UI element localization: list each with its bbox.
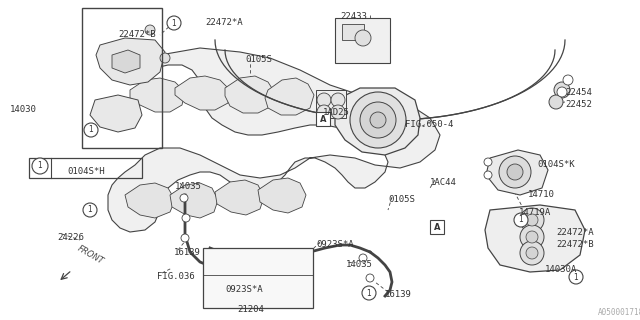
Polygon shape [215,180,264,215]
Circle shape [331,105,345,119]
Text: A: A [320,115,326,124]
Text: 16139: 16139 [174,248,201,257]
Text: 14035: 14035 [346,260,373,269]
Circle shape [499,156,531,188]
Circle shape [554,82,570,98]
Bar [316,90,346,118]
Circle shape [520,225,544,249]
Text: 0105S: 0105S [245,55,272,64]
Text: 1: 1 [172,19,177,28]
Circle shape [557,87,567,97]
Text: 1: 1 [88,205,92,214]
Text: FRONT: FRONT [76,244,105,266]
Circle shape [526,231,538,243]
Bar [29,158,142,178]
Polygon shape [112,50,140,73]
Text: 0923S*A: 0923S*A [316,240,354,249]
Circle shape [484,158,492,166]
Text: 1AD25: 1AD25 [323,108,350,117]
Polygon shape [108,48,440,232]
Text: 0104S*H: 0104S*H [67,167,104,176]
Text: 1: 1 [88,125,93,134]
Circle shape [359,254,367,262]
Text: 1: 1 [367,289,371,298]
Polygon shape [170,183,218,218]
Text: 21204: 21204 [237,305,264,314]
Text: 14719A: 14719A [519,208,551,217]
Circle shape [145,25,155,35]
Text: 22472*B: 22472*B [118,30,156,39]
Text: 14030: 14030 [10,105,37,114]
Text: 1: 1 [38,162,42,171]
Text: 22454: 22454 [565,88,592,97]
Polygon shape [335,88,420,155]
Text: 24226: 24226 [57,233,84,242]
Text: A050001718: A050001718 [598,308,640,317]
Text: 14030A: 14030A [545,265,577,274]
Circle shape [180,194,188,202]
Bar [430,220,444,234]
Polygon shape [90,95,142,132]
Text: 0104S*K: 0104S*K [537,160,575,169]
Polygon shape [130,78,185,112]
Circle shape [549,95,563,109]
Circle shape [362,286,376,300]
Bar [335,18,390,63]
Polygon shape [125,183,175,218]
Text: 0923S*A: 0923S*A [225,285,262,294]
Bar [316,112,330,126]
Circle shape [507,164,523,180]
Text: 16139: 16139 [385,290,412,299]
Circle shape [563,75,573,85]
Circle shape [317,93,331,107]
Text: 1AC44: 1AC44 [430,178,457,187]
Circle shape [526,247,538,259]
Polygon shape [96,38,165,85]
Text: 1: 1 [573,273,579,282]
Text: FIG.036: FIG.036 [157,272,195,281]
Text: 1: 1 [518,215,524,225]
Circle shape [160,53,170,63]
Polygon shape [258,178,306,213]
Text: 22472*A: 22472*A [556,228,594,237]
Circle shape [569,270,583,284]
Circle shape [520,208,544,232]
Circle shape [366,274,374,282]
Circle shape [32,158,48,174]
Polygon shape [265,78,314,115]
Polygon shape [485,205,585,272]
Text: 14710: 14710 [528,190,555,199]
Circle shape [317,105,331,119]
Text: 22472*B: 22472*B [556,240,594,249]
Polygon shape [225,76,275,113]
Polygon shape [486,150,548,195]
Circle shape [520,241,544,265]
Bar [82,8,162,148]
Text: A: A [434,222,440,231]
Circle shape [484,171,492,179]
Text: FIG.050-4: FIG.050-4 [405,120,453,129]
Polygon shape [175,76,230,110]
Text: 0105S: 0105S [388,195,415,204]
Text: 22452: 22452 [565,100,592,109]
Circle shape [355,30,371,46]
Circle shape [83,203,97,217]
Circle shape [167,16,181,30]
Circle shape [84,123,98,137]
Bar [342,24,364,40]
Bar [203,248,313,308]
Circle shape [526,214,538,226]
Circle shape [350,92,406,148]
Circle shape [331,93,345,107]
Text: 22433: 22433 [340,12,367,21]
Circle shape [370,112,386,128]
Circle shape [360,102,396,138]
Circle shape [514,213,528,227]
Text: 14035: 14035 [175,182,202,191]
Circle shape [181,234,189,242]
Text: 22472*A: 22472*A [205,18,243,27]
Circle shape [182,214,190,222]
